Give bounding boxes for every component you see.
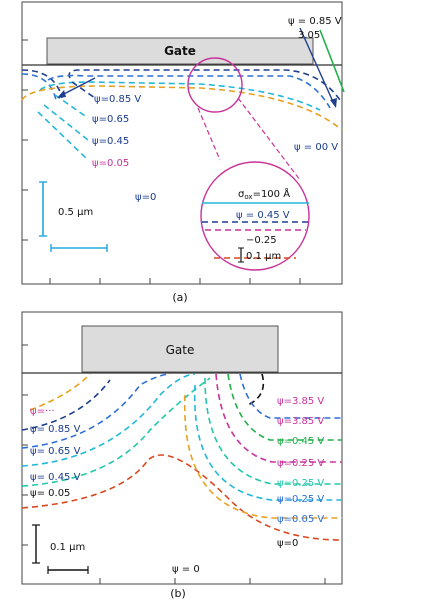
right-label-b-6: ψ=0.05 V [277, 514, 324, 525]
inset-psi-label: ψ = 0.45 V [236, 210, 290, 221]
green-line-a [319, 29, 345, 93]
right-label-b-7: ψ=0 [277, 538, 298, 549]
contour-b-green-r [227, 373, 342, 441]
contour-b-orange [29, 373, 91, 411]
inset-scale-label: 0.1 μm [246, 251, 281, 262]
leader-a-4 [37, 111, 89, 161]
arrow-a-left-head [57, 90, 66, 98]
right-label-b-4: ψ=0.25 V [277, 478, 324, 489]
contour-a-solid-navy [21, 69, 63, 99]
contour-label-a-3: ψ=0.05 [92, 158, 129, 169]
contour-a-cyan [39, 81, 321, 111]
arrow-a-left [59, 77, 96, 97]
caption-b: (b) [170, 587, 186, 600]
scale-label-b: 0.1 μm [50, 542, 85, 553]
scale-label-a: 0.5 μm [58, 207, 93, 218]
right-label-b-2: ψ=0.45 V [277, 436, 324, 447]
top-right-value-a: 3.05 [298, 30, 320, 41]
arrow-a-right [299, 27, 335, 105]
right-label-b-0: ψ=3.85 V [277, 396, 324, 407]
left-label-b-3: ψ= 0.45 V [30, 472, 81, 483]
center-label-a: ψ=0 [135, 192, 156, 203]
contour-a-orange [21, 85, 343, 131]
right-label-b-3: ψ=0.25 V [277, 458, 324, 469]
contour-b-cyan-r [193, 384, 342, 501]
contour-b-blue [21, 373, 171, 449]
zoom-line-left [197, 107, 221, 161]
contour-b-navy [21, 379, 111, 431]
inset-neg-label: −0.25 [246, 235, 277, 246]
contour-b-blue-r [239, 373, 342, 419]
contour-b-teal-r [204, 377, 342, 485]
panel-a-ticks [22, 39, 301, 284]
gate-a [46, 37, 314, 65]
panel-b: Gate ψ=··· ψ= 0.85 V ψ= 0.65 V ψ= 0.45 V… [21, 311, 343, 600]
gate-b-label: Gate [166, 343, 195, 357]
inset-circle [200, 161, 310, 271]
inset-thickness-label: σox=100 Å [238, 187, 290, 201]
contour-a-navy [68, 69, 341, 101]
contour-label-a-2: ψ=0.45 [92, 136, 129, 147]
gate-a-label: Gate [164, 44, 196, 58]
zoom-circle-a [187, 57, 243, 113]
contour-a-blue [47, 74, 331, 109]
contour-b-orange-r [183, 394, 342, 519]
caption-a: (a) [172, 291, 187, 304]
panel-b-ticks [22, 344, 326, 584]
right-label-b-1: ψ=3.85 V [277, 416, 324, 427]
left-label-b-1: ψ= 0.85 V [30, 424, 81, 435]
contour-label-a-0: ψ=0.85 V [94, 94, 141, 105]
leader-a-2 [54, 94, 89, 119]
top-right-label-a: ψ = 0.85 V [288, 16, 342, 27]
right-label-a: ψ = 00 V [294, 142, 338, 153]
left-label-b-0: ψ=··· [30, 406, 55, 417]
panel-a: Gate ψ = 0.85 V 3.05 ψ=0.85 V ψ=0.65 ψ=0… [21, 1, 345, 304]
contour-b-cyan [21, 373, 196, 467]
contour-b-teal [21, 377, 211, 487]
right-label-b-5: ψ=0.25 V [277, 494, 324, 505]
arrow-a-right-head [330, 98, 337, 108]
gate-b [81, 325, 279, 373]
contour-b-red [21, 454, 343, 541]
left-label-b-4: ψ= 0.05 [30, 488, 70, 499]
leader-a-1 [71, 81, 96, 99]
left-label-b-2: ψ= 0.65 V [30, 446, 81, 457]
contour-label-a-1: ψ=0.65 [92, 114, 129, 125]
bottom-label-b: ψ = 0 [172, 564, 200, 575]
inset-a: σox=100 Å ψ = 0.45 V −0.25 0.1 μm [200, 161, 310, 271]
contour-a-solid-blue [21, 73, 57, 101]
zoom-line-right [237, 97, 301, 181]
